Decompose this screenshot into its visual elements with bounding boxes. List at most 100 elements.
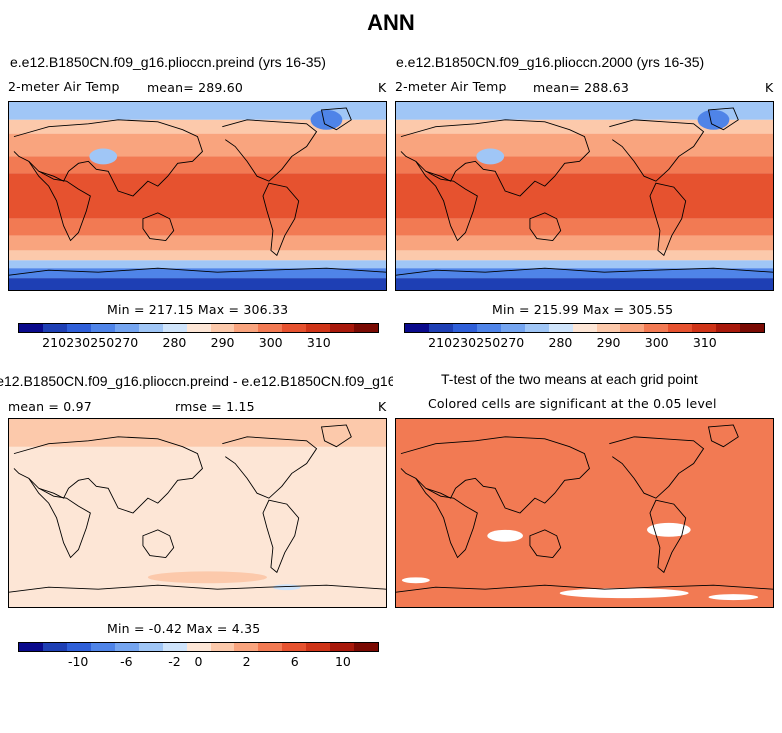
colorbar-tick-label: 300 bbox=[644, 335, 669, 350]
colorbar-tick-label: 280 bbox=[548, 335, 573, 350]
case-title-2000: e.e12.B1850CN.f09_g16.plioccn.2000 (yrs … bbox=[396, 54, 705, 70]
colorbar-tick-label: 310 bbox=[692, 335, 717, 350]
colorbar-tick-label: 10 bbox=[334, 654, 351, 669]
colorbar-swatch bbox=[596, 324, 621, 332]
colorbar-swatch bbox=[186, 643, 211, 651]
colorbar-swatch bbox=[138, 643, 163, 651]
coastline bbox=[28, 478, 91, 559]
colorbar-swatch bbox=[405, 324, 429, 332]
colorbar-swatch bbox=[19, 643, 43, 651]
coastline bbox=[28, 161, 91, 242]
colorbar-tick-label: 270 bbox=[114, 335, 139, 350]
coastline bbox=[609, 436, 705, 499]
coastline bbox=[320, 424, 352, 448]
temperature-band bbox=[396, 260, 773, 269]
colorbar-swatch bbox=[644, 324, 669, 332]
variable-label: 2-meter Air Temp bbox=[8, 79, 120, 94]
coastline bbox=[9, 267, 386, 276]
colorbar-swatch bbox=[19, 324, 43, 332]
colorbar-swatch bbox=[306, 643, 331, 651]
coastline bbox=[415, 161, 478, 242]
colorbar-swatch bbox=[330, 643, 355, 651]
colorbar-tick-label: 250 bbox=[476, 335, 501, 350]
colorbar-tick-label: -6 bbox=[120, 654, 133, 669]
ttest-significant-area bbox=[396, 419, 773, 607]
coastline bbox=[142, 212, 175, 241]
units-label: K bbox=[378, 80, 387, 95]
colorbar-swatch bbox=[428, 324, 453, 332]
colorbar-swatch bbox=[234, 324, 259, 332]
coastline bbox=[400, 119, 590, 197]
colorbar-diff bbox=[18, 642, 379, 652]
colorbar-swatch bbox=[572, 324, 597, 332]
colorbar-swatch bbox=[66, 324, 91, 332]
temperature-band bbox=[396, 235, 773, 251]
greenland-cold-spot bbox=[697, 109, 730, 130]
colorbar-tick-label: 290 bbox=[596, 335, 621, 350]
colorbar-swatch bbox=[282, 643, 307, 651]
tibet-cold-spot bbox=[476, 148, 505, 165]
colorbar-swatch bbox=[210, 324, 235, 332]
temperature-band bbox=[396, 278, 773, 290]
temperature-band bbox=[9, 119, 386, 134]
colorbar-swatch bbox=[524, 324, 549, 332]
units-label: K bbox=[378, 399, 387, 414]
colorbar-swatch bbox=[330, 324, 355, 332]
colorbar-swatch bbox=[258, 643, 283, 651]
coastline bbox=[13, 119, 203, 197]
variable-label: 2-meter Air Temp bbox=[395, 79, 507, 94]
colorbar-swatch bbox=[452, 324, 477, 332]
colorbar-swatch bbox=[66, 643, 91, 651]
colorbar-tick-label: 270 bbox=[500, 335, 525, 350]
diff-southern-warming bbox=[147, 571, 267, 584]
rmse-label: rmse = 1.15 bbox=[175, 399, 255, 414]
coastline bbox=[320, 107, 352, 131]
ttest-insignificant-patch bbox=[487, 529, 523, 542]
coastline bbox=[707, 424, 739, 448]
temperature-band bbox=[9, 278, 386, 290]
temperature-band bbox=[9, 268, 386, 279]
coastline bbox=[396, 267, 773, 276]
colorbar-swatch bbox=[42, 324, 67, 332]
temperature-band bbox=[396, 102, 773, 120]
colorbar-swatch bbox=[306, 324, 331, 332]
colorbar-tick-label: 230 bbox=[66, 335, 91, 350]
colorbar-tick-label: 310 bbox=[306, 335, 331, 350]
colorbar-swatch bbox=[716, 324, 741, 332]
colorbar-swatch bbox=[354, 324, 379, 332]
coastline bbox=[13, 436, 203, 514]
ttest-insignificant-patch bbox=[708, 594, 759, 601]
colorbar-swatch bbox=[620, 324, 645, 332]
map-2000 bbox=[395, 101, 774, 291]
minmax-label: Min = 215.99 Max = 305.55 bbox=[492, 302, 674, 317]
colorbar-swatch bbox=[354, 643, 379, 651]
colorbar-tick-label: 280 bbox=[162, 335, 187, 350]
coastline bbox=[9, 584, 386, 593]
colorbar-swatch bbox=[668, 324, 693, 332]
temperature-band bbox=[9, 260, 386, 269]
colorbar-tick-label: 230 bbox=[452, 335, 477, 350]
temperature-band bbox=[9, 235, 386, 251]
map-preind bbox=[8, 101, 387, 291]
ttest-subtitle: Colored cells are significant at the 0.0… bbox=[428, 396, 717, 411]
colorbar-swatch bbox=[138, 324, 163, 332]
coastline bbox=[415, 478, 478, 559]
colorbar-abs-right bbox=[404, 323, 765, 333]
coastline bbox=[396, 584, 773, 593]
colorbar-tick-label: 6 bbox=[290, 654, 299, 669]
colorbar-tick-label: -2 bbox=[168, 654, 181, 669]
colorbar-swatch bbox=[258, 324, 283, 332]
colorbar-swatch bbox=[90, 643, 115, 651]
mean-label: mean= 288.63 bbox=[533, 80, 630, 95]
colorbar-swatch bbox=[210, 643, 235, 651]
map-difference bbox=[8, 418, 387, 608]
coastline bbox=[609, 119, 705, 182]
map-ttest bbox=[395, 418, 774, 608]
colorbar-swatch bbox=[282, 324, 307, 332]
coastline bbox=[222, 436, 318, 499]
tibet-cold-spot bbox=[89, 148, 118, 165]
minmax-label: Min = 217.15 Max = 306.33 bbox=[107, 302, 289, 317]
colorbar-tick-label: 210 bbox=[428, 335, 453, 350]
ttest-title: T-test of the two means at each grid poi… bbox=[441, 371, 698, 387]
minmax-label: Min = -0.42 Max = 4.35 bbox=[107, 621, 261, 636]
